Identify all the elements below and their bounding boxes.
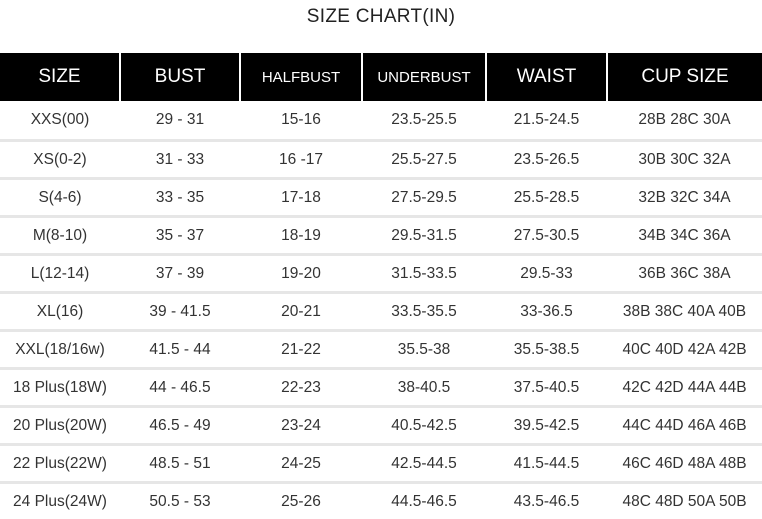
cell-bust: 31 - 33 xyxy=(120,141,240,179)
cell-underbust: 31.5-33.5 xyxy=(362,255,486,293)
cell-cup-size: 32B 32C 34A xyxy=(607,179,762,217)
cell-halfbust: 25-26 xyxy=(240,483,362,519)
cell-waist: 39.5-42.5 xyxy=(486,407,607,445)
header-row: SIZE BUST HALFBUST UNDERBUST WAIST CUP S… xyxy=(0,53,762,101)
cell-cup-size: 46C 46D 48A 48B xyxy=(607,445,762,483)
cell-waist: 35.5-38.5 xyxy=(486,331,607,369)
cell-cup-size: 48C 48D 50A 50B xyxy=(607,483,762,519)
cell-waist: 21.5-24.5 xyxy=(486,101,607,141)
cell-waist: 37.5-40.5 xyxy=(486,369,607,407)
cell-bust: 50.5 - 53 xyxy=(120,483,240,519)
cell-cup-size: 30B 30C 32A xyxy=(607,141,762,179)
cell-cup-size: 42C 42D 44A 44B xyxy=(607,369,762,407)
cell-cup-size: 36B 36C 38A xyxy=(607,255,762,293)
cell-underbust: 33.5-35.5 xyxy=(362,293,486,331)
cell-waist: 41.5-44.5 xyxy=(486,445,607,483)
cell-size: 18 Plus(18W) xyxy=(0,369,120,407)
cell-underbust: 27.5-29.5 xyxy=(362,179,486,217)
cell-size: L(12-14) xyxy=(0,255,120,293)
cell-halfbust: 22-23 xyxy=(240,369,362,407)
cell-bust: 46.5 - 49 xyxy=(120,407,240,445)
cell-waist: 43.5-46.5 xyxy=(486,483,607,519)
cell-waist: 29.5-33 xyxy=(486,255,607,293)
cell-underbust: 23.5-25.5 xyxy=(362,101,486,141)
cell-underbust: 44.5-46.5 xyxy=(362,483,486,519)
column-header-underbust: UNDERBUST xyxy=(362,53,486,101)
cell-halfbust: 18-19 xyxy=(240,217,362,255)
cell-halfbust: 20-21 xyxy=(240,293,362,331)
column-header-cup-size: CUP SIZE xyxy=(607,53,762,101)
column-header-halfbust: HALFBUST xyxy=(240,53,362,101)
cell-cup-size: 28B 28C 30A xyxy=(607,101,762,141)
cell-halfbust: 16 -17 xyxy=(240,141,362,179)
cell-waist: 27.5-30.5 xyxy=(486,217,607,255)
cell-halfbust: 24-25 xyxy=(240,445,362,483)
cell-halfbust: 21-22 xyxy=(240,331,362,369)
column-header-bust: BUST xyxy=(120,53,240,101)
cell-halfbust: 17-18 xyxy=(240,179,362,217)
cell-underbust: 29.5-31.5 xyxy=(362,217,486,255)
size-chart-table: SIZE BUST HALFBUST UNDERBUST WAIST CUP S… xyxy=(0,53,762,519)
cell-halfbust: 23-24 xyxy=(240,407,362,445)
cell-underbust: 35.5-38 xyxy=(362,331,486,369)
cell-bust: 39 - 41.5 xyxy=(120,293,240,331)
cell-size: 20 Plus(20W) xyxy=(0,407,120,445)
cell-bust: 33 - 35 xyxy=(120,179,240,217)
cell-underbust: 40.5-42.5 xyxy=(362,407,486,445)
column-header-waist: WAIST xyxy=(486,53,607,101)
cell-bust: 41.5 - 44 xyxy=(120,331,240,369)
cell-underbust: 38-40.5 xyxy=(362,369,486,407)
cell-bust: 35 - 37 xyxy=(120,217,240,255)
cell-size: XL(16) xyxy=(0,293,120,331)
cell-bust: 44 - 46.5 xyxy=(120,369,240,407)
cell-waist: 23.5-26.5 xyxy=(486,141,607,179)
cell-halfbust: 19-20 xyxy=(240,255,362,293)
column-header-size: SIZE xyxy=(0,53,120,101)
cell-bust: 37 - 39 xyxy=(120,255,240,293)
cell-bust: 29 - 31 xyxy=(120,101,240,141)
cell-size: XXL(18/16w) xyxy=(0,331,120,369)
cell-cup-size: 40C 40D 42A 42B xyxy=(607,331,762,369)
page-title: SIZE CHART(IN) xyxy=(0,6,762,28)
cell-size: 24 Plus(24W) xyxy=(0,483,120,519)
cell-underbust: 25.5-27.5 xyxy=(362,141,486,179)
cell-bust: 48.5 - 51 xyxy=(120,445,240,483)
cell-halfbust: 15-16 xyxy=(240,101,362,141)
cell-cup-size: 38B 38C 40A 40B xyxy=(607,293,762,331)
cell-size: XS(0-2) xyxy=(0,141,120,179)
cell-size: S(4-6) xyxy=(0,179,120,217)
cell-cup-size: 34B 34C 36A xyxy=(607,217,762,255)
cell-waist: 25.5-28.5 xyxy=(486,179,607,217)
cell-waist: 33-36.5 xyxy=(486,293,607,331)
cell-size: 22 Plus(22W) xyxy=(0,445,120,483)
cell-cup-size: 44C 44D 46A 46B xyxy=(607,407,762,445)
cell-size: XXS(00) xyxy=(0,101,120,141)
cell-size: M(8-10) xyxy=(0,217,120,255)
cell-underbust: 42.5-44.5 xyxy=(362,445,486,483)
